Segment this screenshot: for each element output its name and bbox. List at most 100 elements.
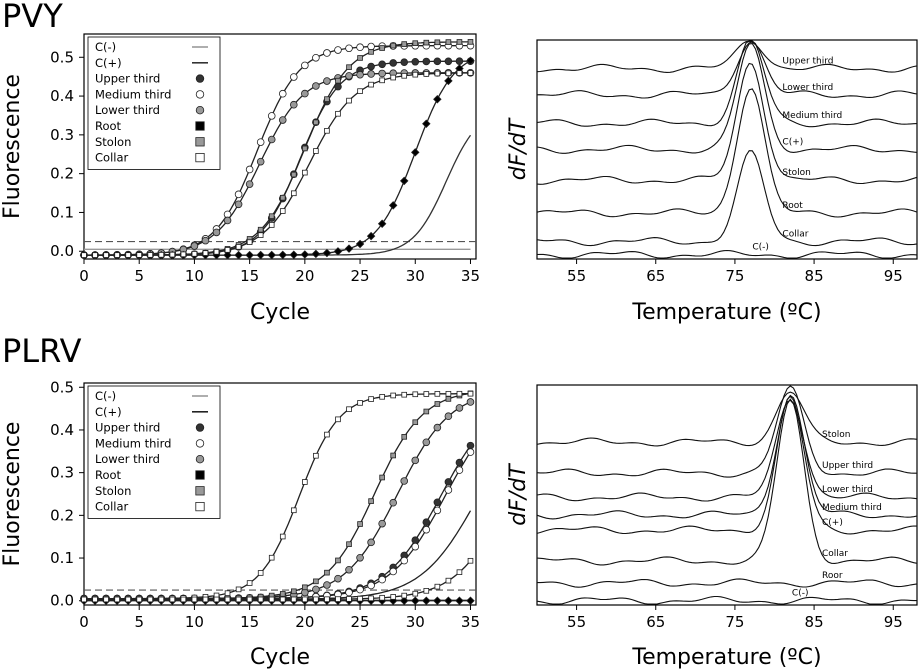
plrv-amp-legend-box — [87, 385, 221, 519]
pvy-amp-legend-swatch — [195, 137, 205, 147]
plrv-amp-data-point — [422, 438, 431, 447]
pvy-amp-data-point — [158, 252, 165, 258]
pvy-amp-data-point — [323, 77, 331, 85]
plrv-amp-data-point — [356, 585, 364, 594]
pvy-amp-data-point — [346, 64, 352, 70]
plrv-amp-data-point — [400, 477, 409, 485]
plrv-melt-curve-label: C(+) — [822, 518, 843, 528]
pvy-amp-data-point — [433, 57, 442, 66]
plrv-amp-data-point — [279, 533, 286, 540]
pvy-amp-data-point — [313, 119, 319, 126]
pvy-amp-data-point — [290, 73, 298, 81]
plrv-amp-frame — [83, 382, 477, 606]
pvy-amp-data-point — [400, 58, 409, 66]
pvy-amp-data-point — [312, 53, 320, 62]
plrv-amp-data-point — [444, 596, 453, 605]
pvy-amp-data-point — [311, 249, 321, 259]
pvy-amp-data-point — [334, 46, 342, 54]
plrv-amp-data-point — [456, 569, 463, 576]
pvy-amp-data-point — [389, 59, 397, 67]
pvy-melt-x-axis-label: Temperature (ºC) — [631, 300, 821, 325]
plrv-amp-data-point — [412, 590, 419, 597]
pvy-amp-data-point — [302, 145, 308, 152]
plrv-amp-data-point — [357, 521, 363, 527]
plrv-amp-data-point — [334, 574, 342, 583]
pvy-amp-xtick-label: 10 — [185, 267, 204, 285]
pvy-amp-data-point — [223, 216, 232, 225]
plrv-amp-data-point — [235, 596, 242, 603]
plrv-amp-data-point — [399, 596, 409, 605]
pvy-amp-legend-label: Root — [95, 119, 122, 133]
pvy-amp-ytick-label: 0.4 — [50, 87, 74, 105]
pvy-amp-data-point — [223, 250, 232, 260]
pvy-amp-legend-swatch — [195, 152, 205, 163]
pvy-amp-data-point — [245, 250, 254, 260]
pvy-amp-data-point — [267, 112, 276, 120]
plrv-amp-legend-swatch — [195, 423, 205, 432]
pvy-amp-data-point — [279, 194, 286, 201]
plrv-amp-data-point — [434, 391, 441, 397]
pvy-amp-data-point — [466, 56, 475, 65]
pvy-amp-legend-label: C(+) — [95, 56, 122, 70]
plrv-amp-y-axis-label: Fluorescence — [0, 422, 25, 567]
pvy-amp-data-point — [301, 61, 309, 70]
pvy-amp-data-point — [278, 250, 288, 260]
pvy-melt-melt-curve — [536, 249, 918, 259]
plrv-amp-data-point — [324, 596, 330, 603]
plrv-amp-data-point — [324, 569, 330, 576]
pvy-amp-data-point — [368, 49, 374, 55]
plrv-amp-legend-label: C(-) — [95, 389, 116, 403]
pvy-amp-ytick-label: 0.5 — [50, 48, 74, 66]
pvy-amp-frame — [83, 33, 477, 260]
pvy-amp-data-point — [103, 252, 109, 258]
pvy-amp-data-point — [357, 88, 363, 94]
pvy-amp-data-point — [433, 94, 442, 104]
plrv-amp-ytick-label: 0.5 — [50, 378, 74, 396]
plrv-amp-data-point — [125, 596, 131, 603]
plrv-melt-y-axis-label: dF/dT — [506, 463, 531, 526]
pvy-amp-ytick-label: 0.3 — [50, 126, 74, 144]
plrv-amp-data-point — [423, 408, 430, 415]
plrv-amp-data-point — [379, 474, 385, 481]
pvy-amp-data-point — [434, 39, 441, 46]
pvy-amp-data-point — [388, 201, 398, 210]
plrv-amp-data-point — [445, 396, 452, 402]
plrv-amp-data-point — [268, 554, 275, 561]
plrv-amp-data-point — [114, 596, 120, 603]
pvy-amp-data-point — [246, 239, 253, 245]
plrv-melt-melt-curve — [536, 395, 918, 535]
plrv-amp-data-point — [335, 416, 341, 423]
pvy-amp-legend-label: Collar — [95, 151, 129, 165]
pvy-amp-data-point — [268, 213, 275, 219]
plrv-amp-data-point — [246, 580, 253, 586]
pvy-amp-data-point — [257, 226, 264, 233]
pvy-melt-curve-label: Lower third — [782, 83, 833, 93]
plrv-amp-data-point — [81, 596, 87, 603]
pvy-amp-data-point — [278, 89, 287, 98]
plrv-amp-data-point — [455, 458, 464, 467]
plrv-melt-x-axis-label: Temperature (ºC) — [631, 645, 821, 670]
plrv-amp-data-point — [390, 392, 396, 399]
pvy-amp-data-point — [301, 89, 309, 98]
pvy-amp-data-point — [256, 157, 265, 166]
pvy-amp-xtick-label: 5 — [134, 267, 144, 285]
plrv-amp-ytick-label: 0.2 — [50, 506, 74, 524]
pvy-melt-melt-curve — [536, 40, 918, 73]
pvy-amp-data-point — [346, 97, 352, 104]
pvy-amp-data-point — [390, 74, 396, 81]
pvy-amp-data-point — [434, 70, 441, 77]
pvy-amp-data-point — [345, 44, 353, 53]
plrv-amp-data-point — [378, 575, 386, 584]
plrv-amp-legend-swatch — [195, 470, 205, 480]
plrv-amp-data-point — [357, 400, 363, 406]
pvy-amp-ytick-label: 0.0 — [50, 242, 74, 260]
plrv-amp-x-axis-label: Cycle — [250, 645, 310, 670]
pvy-amp-data-point — [378, 60, 386, 69]
plrv-amp-data-point — [147, 596, 154, 603]
plrv-amp-series-line — [84, 510, 472, 601]
pvy-amp-data-point — [114, 252, 120, 258]
plrv-melt-melt-curve — [536, 385, 917, 478]
plrv-amp-data-point — [235, 586, 242, 593]
plrv-amp-data-point — [357, 595, 363, 602]
plrv-amp-data-point — [345, 588, 353, 597]
